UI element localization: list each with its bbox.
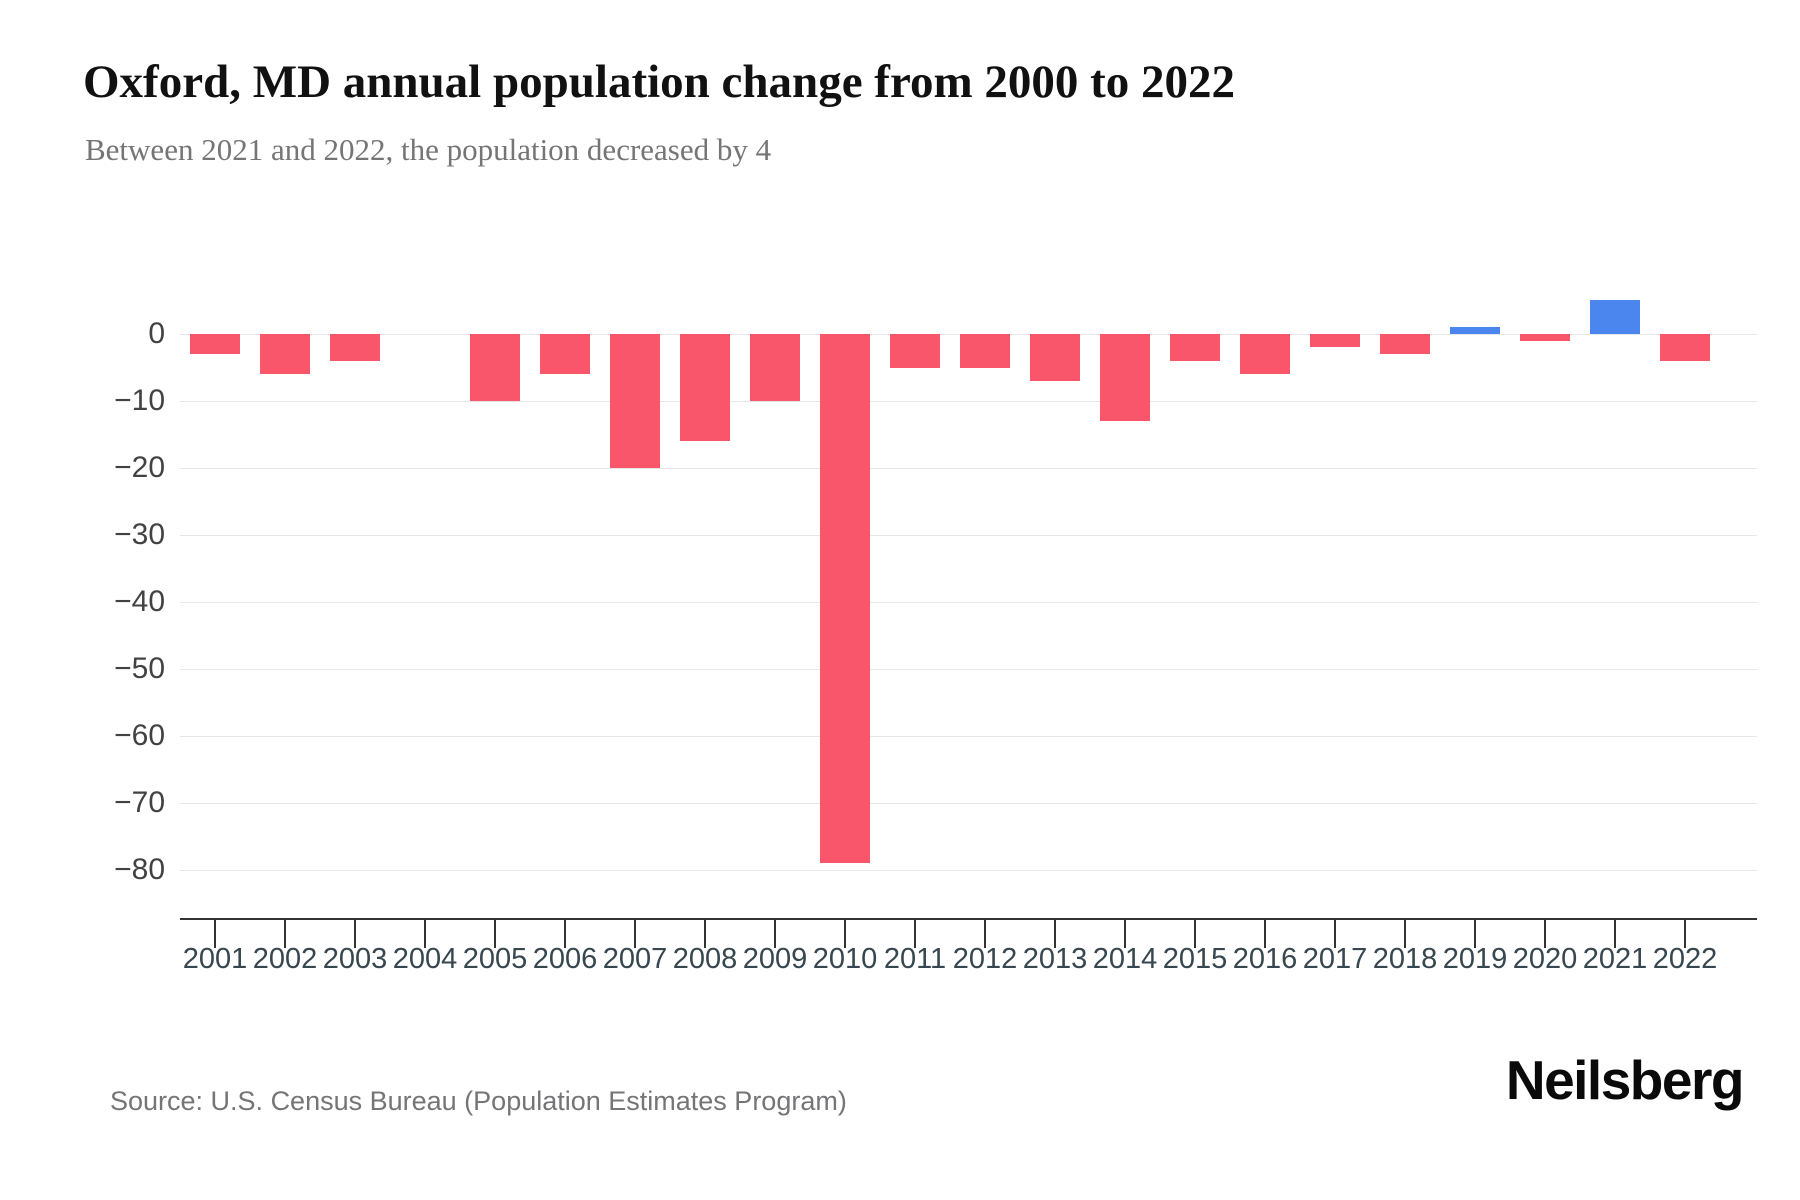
- gridline-y--40: [180, 602, 1757, 603]
- x-axis-label-2005: 2005: [462, 943, 528, 975]
- x-axis-tick: [704, 918, 706, 948]
- bar-2016[interactable]: [1240, 334, 1290, 374]
- x-axis-tick: [1614, 918, 1616, 948]
- x-axis-label-2018: 2018: [1372, 943, 1438, 975]
- x-axis-label-2021: 2021: [1582, 943, 1648, 975]
- bar-2019[interactable]: [1450, 327, 1500, 334]
- bar-2010[interactable]: [820, 334, 870, 863]
- x-axis-tick: [1334, 918, 1336, 948]
- x-axis-tick: [984, 918, 986, 948]
- bar-2002[interactable]: [260, 334, 310, 374]
- x-axis-tick: [1054, 918, 1056, 948]
- x-axis-tick: [1194, 918, 1196, 948]
- x-axis-label-2007: 2007: [602, 943, 668, 975]
- chart-title: Oxford, MD annual population change from…: [83, 56, 1236, 108]
- x-axis-tick: [774, 918, 776, 948]
- x-axis-label-2019: 2019: [1442, 943, 1508, 975]
- x-axis-label-2017: 2017: [1302, 943, 1368, 975]
- gridline-y--30: [180, 535, 1757, 536]
- bar-2006[interactable]: [540, 334, 590, 374]
- y-axis-tick-label: −40: [114, 585, 165, 618]
- y-axis-tick-label: −10: [114, 384, 165, 417]
- x-axis-label-2008: 2008: [672, 943, 738, 975]
- neilsberg-logo: Neilsberg: [1505, 1049, 1745, 1111]
- bar-2017[interactable]: [1310, 334, 1360, 347]
- x-axis-tick: [424, 918, 426, 948]
- x-axis-tick: [214, 918, 216, 948]
- gridline-y--10: [180, 401, 1757, 402]
- bar-2008[interactable]: [680, 334, 730, 441]
- x-axis-tick: [1474, 918, 1476, 948]
- bar-2003[interactable]: [330, 334, 380, 361]
- bar-2007[interactable]: [610, 334, 660, 468]
- x-axis-label-2001: 2001: [182, 943, 248, 975]
- bar-2018[interactable]: [1380, 334, 1430, 354]
- source-note: Source: U.S. Census Bureau (Population E…: [110, 1086, 847, 1116]
- x-axis-line: [180, 918, 1757, 920]
- bar-2014[interactable]: [1100, 334, 1150, 421]
- x-axis-tick: [844, 918, 846, 948]
- x-axis-tick: [914, 918, 916, 948]
- x-axis-label-2022: 2022: [1652, 943, 1718, 975]
- chart-subtitle: Between 2021 and 2022, the population de…: [85, 132, 772, 167]
- bar-2021[interactable]: [1590, 300, 1640, 334]
- x-axis-label-2009: 2009: [742, 943, 808, 975]
- x-axis-tick: [284, 918, 286, 948]
- x-axis-tick: [1544, 918, 1546, 948]
- bar-2005[interactable]: [470, 334, 520, 401]
- x-axis-label-2015: 2015: [1162, 943, 1228, 975]
- x-axis-tick: [1684, 918, 1686, 948]
- x-axis-label-2013: 2013: [1022, 943, 1088, 975]
- bar-2011[interactable]: [890, 334, 940, 368]
- x-axis-tick: [564, 918, 566, 948]
- bar-2009[interactable]: [750, 334, 800, 401]
- y-axis-tick-label: −20: [114, 451, 165, 484]
- y-axis-tick-label: 0: [148, 317, 165, 350]
- x-axis-tick: [634, 918, 636, 948]
- bar-2001[interactable]: [190, 334, 240, 354]
- x-axis-label-2014: 2014: [1092, 943, 1158, 975]
- bar-2022[interactable]: [1660, 334, 1710, 361]
- y-axis-tick-label: −30: [114, 518, 165, 551]
- gridline-y--70: [180, 803, 1757, 804]
- y-axis-tick-label: −80: [114, 853, 165, 886]
- x-axis-label-2012: 2012: [952, 943, 1018, 975]
- gridline-y--60: [180, 736, 1757, 737]
- x-axis-label-2016: 2016: [1232, 943, 1298, 975]
- bar-2013[interactable]: [1030, 334, 1080, 381]
- gridline-y--20: [180, 468, 1757, 469]
- bar-2020[interactable]: [1520, 334, 1570, 341]
- x-axis-label-2010: 2010: [812, 943, 878, 975]
- bar-2012[interactable]: [960, 334, 1010, 368]
- y-axis-tick-label: −60: [114, 719, 165, 752]
- x-axis-label-2011: 2011: [883, 943, 947, 975]
- y-axis-tick-label: −50: [114, 652, 165, 685]
- x-axis-label-2020: 2020: [1512, 943, 1578, 975]
- x-axis-label-2003: 2003: [322, 943, 388, 975]
- x-axis-tick: [494, 918, 496, 948]
- gridline-y--80: [180, 870, 1757, 871]
- x-axis-tick: [1404, 918, 1406, 948]
- x-axis-tick: [1124, 918, 1126, 948]
- x-axis-label-2002: 2002: [252, 943, 318, 975]
- x-axis-label-2006: 2006: [532, 943, 598, 975]
- bar-2015[interactable]: [1170, 334, 1220, 361]
- x-axis-tick: [1264, 918, 1266, 948]
- x-axis-label-2004: 2004: [392, 943, 458, 975]
- x-axis-tick: [354, 918, 356, 948]
- y-axis-tick-label: −70: [114, 786, 165, 819]
- gridline-y--50: [180, 669, 1757, 670]
